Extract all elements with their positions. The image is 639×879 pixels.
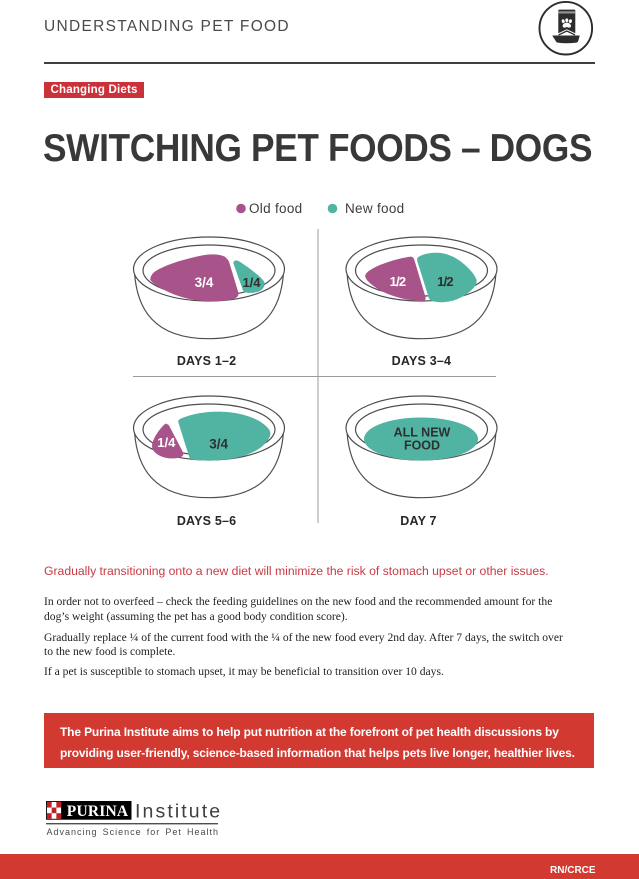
svg-text:Old food: Old food <box>249 201 302 216</box>
svg-text:1/2: 1/2 <box>390 274 406 289</box>
svg-text:1/4: 1/4 <box>242 275 261 290</box>
svg-text:Institute: Institute <box>135 801 222 823</box>
svg-text:ALL NEW: ALL NEW <box>394 426 451 440</box>
svg-text:3/4: 3/4 <box>195 275 214 290</box>
svg-text:1/2: 1/2 <box>437 274 453 289</box>
svg-text:DAYS 5–6: DAYS 5–6 <box>177 514 237 528</box>
svg-text:New food: New food <box>345 201 404 216</box>
svg-text:3/4: 3/4 <box>209 436 228 451</box>
svg-text:1/4: 1/4 <box>157 435 176 450</box>
svg-text:DAYS 3–4: DAYS 3–4 <box>392 354 452 368</box>
svg-text:DAY 7: DAY 7 <box>400 514 436 528</box>
svg-text:Advancing Science for Pet Heal: Advancing Science for Pet Health <box>47 827 219 837</box>
svg-text:DAYS 1–2: DAYS 1–2 <box>177 354 237 368</box>
svg-text:FOOD: FOOD <box>404 439 440 453</box>
svg-text:PURINA: PURINA <box>67 803 129 820</box>
